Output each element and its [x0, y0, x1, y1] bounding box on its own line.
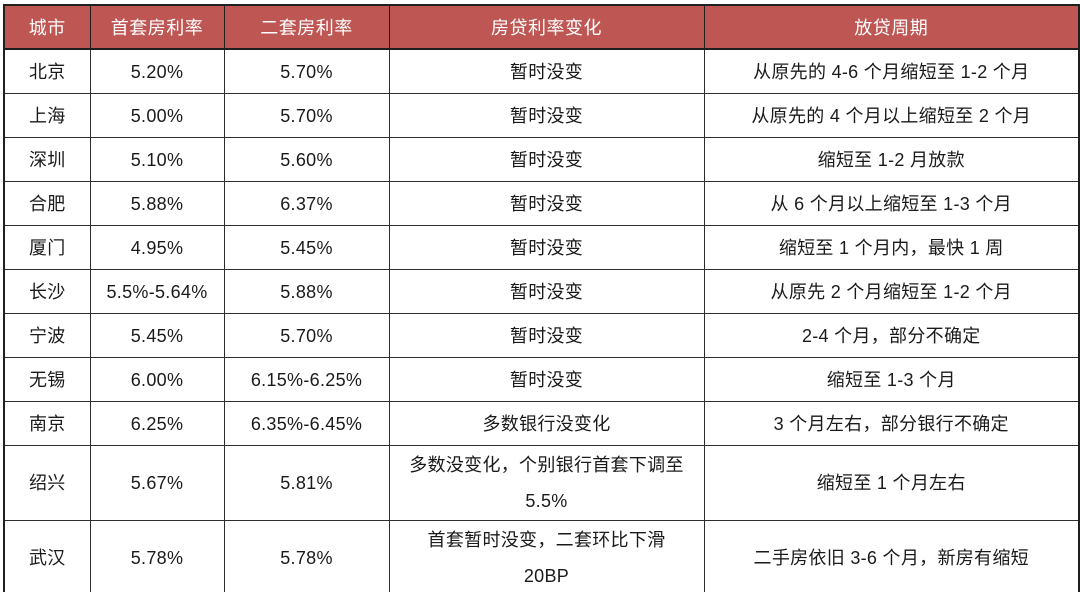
table-cell: 5.78%: [89, 520, 225, 592]
table-cell: 南京: [3, 401, 91, 446]
table-cell: 5.20%: [89, 48, 225, 94]
table-cell: 深圳: [3, 137, 91, 182]
table-cell: 长沙: [3, 269, 91, 314]
table-row: 宁波 5.45% 5.70% 暂时没变 2-4 个月，部分不确定: [3, 313, 1080, 358]
header-city: 城市: [3, 4, 91, 50]
table-header: 城市 首套房利率 二套房利率 房贷利率变化 放贷周期: [3, 4, 1080, 50]
table-cell: 5.70%: [223, 93, 390, 138]
table-row: 厦门 4.95% 5.45% 暂时没变 缩短至 1 个月内，最快 1 周: [3, 225, 1080, 270]
table-cell: 武汉: [3, 520, 91, 592]
table-row: 上海 5.00% 5.70% 暂时没变 从原先的 4 个月以上缩短至 2 个月: [3, 93, 1080, 138]
table-row: 北京 5.20% 5.70% 暂时没变 从原先的 4-6 个月缩短至 1-2 个月: [3, 48, 1080, 94]
header-first-home-rate: 首套房利率: [89, 4, 225, 50]
table-cell: 5.00%: [89, 93, 225, 138]
table-cell: 缩短至 1-2 月放款: [703, 137, 1080, 182]
table-row: 南京 6.25% 6.35%-6.45% 多数银行没变化 3 个月左右，部分银行不确定: [3, 401, 1080, 446]
table-cell: 首套暂时没变，二套环比下滑 20BP: [388, 520, 705, 592]
header-second-home-rate: 二套房利率: [223, 4, 390, 50]
table-cell: 暂时没变: [388, 357, 705, 402]
table-cell: 6.15%-6.25%: [223, 357, 390, 402]
table-cell: 二手房依旧 3-6 个月，新房有缩短: [703, 520, 1080, 592]
header-rate-change: 房贷利率变化: [388, 4, 705, 50]
table-cell: 5.67%: [89, 445, 225, 521]
table-row: 绍兴 5.67% 5.81% 多数没变化，个别银行首套下调至 5.5% 缩短至 1 个月…: [3, 445, 1080, 521]
header-lending-cycle: 放贷周期: [703, 4, 1080, 50]
table-cell: 缩短至 1-3 个月: [703, 357, 1080, 402]
mortgage-rate-table: 城市 首套房利率 二套房利率 房贷利率变化 放贷周期 北京 5.20% 5.70% 暂…: [3, 4, 1080, 592]
table-cell: 暂时没变: [388, 225, 705, 270]
table-cell: 暂时没变: [388, 181, 705, 226]
table-cell: 多数银行没变化: [388, 401, 705, 446]
table-cell: 4.95%: [89, 225, 225, 270]
table-cell: 暂时没变: [388, 269, 705, 314]
table-row: 长沙 5.5%-5.64% 5.88% 暂时没变 从原先 2 个月缩短至 1-2 个月: [3, 269, 1080, 314]
table-header-row: 城市 首套房利率 二套房利率 房贷利率变化 放贷周期: [3, 4, 1080, 50]
table-cell: 暂时没变: [388, 93, 705, 138]
table-cell: 5.88%: [223, 269, 390, 314]
table-cell: 从原先 2 个月缩短至 1-2 个月: [703, 269, 1080, 314]
table-cell: 宁波: [3, 313, 91, 358]
table-cell: 暂时没变: [388, 313, 705, 358]
table-cell: 暂时没变: [388, 137, 705, 182]
table-cell: 5.78%: [223, 520, 390, 592]
table-cell: 从原先的 4-6 个月缩短至 1-2 个月: [703, 48, 1080, 94]
table-cell: 缩短至 1 个月内，最快 1 周: [703, 225, 1080, 270]
table-cell: 多数没变化，个别银行首套下调至 5.5%: [388, 445, 705, 521]
table-cell: 5.10%: [89, 137, 225, 182]
table-cell: 3 个月左右，部分银行不确定: [703, 401, 1080, 446]
table-cell: 6.25%: [89, 401, 225, 446]
table-cell: 厦门: [3, 225, 91, 270]
table-cell: 合肥: [3, 181, 91, 226]
table-row: 合肥 5.88% 6.37% 暂时没变从 6 个月以上缩短至 1-3 个月: [3, 181, 1080, 226]
table-cell: 从 6 个月以上缩短至 1-3 个月: [703, 181, 1080, 226]
table-cell: 暂时没变: [388, 48, 705, 94]
table-cell: 从原先的 4 个月以上缩短至 2 个月: [703, 93, 1080, 138]
table-body: 北京 5.20% 5.70% 暂时没变 从原先的 4-6 个月缩短至 1-2 个月 上海 5…: [3, 48, 1080, 592]
table-cell: 5.81%: [223, 445, 390, 521]
table-cell: 上海: [3, 93, 91, 138]
table-cell: 缩短至 1 个月左右: [703, 445, 1080, 521]
table-cell: 5.60%: [223, 137, 390, 182]
table-cell: 5.88%: [89, 181, 225, 226]
table-cell: 北京: [3, 48, 91, 94]
table-cell: 2-4 个月，部分不确定: [703, 313, 1080, 358]
table-cell: 5.45%: [89, 313, 225, 358]
table-row: 武汉 5.78% 5.78% 首套暂时没变，二套环比下滑 20BP 二手房依旧 3-6 …: [3, 520, 1080, 592]
table-row: 无锡 6.00% 6.15%-6.25% 暂时没变 缩短至 1-3 个月: [3, 357, 1080, 402]
table-cell: 无锡: [3, 357, 91, 402]
table-cell: 6.35%-6.45%: [223, 401, 390, 446]
table-cell: 5.70%: [223, 313, 390, 358]
table-cell: 6.37%: [223, 181, 390, 226]
table-cell: 绍兴: [3, 445, 91, 521]
table-row: 深圳 5.10% 5.60% 暂时没变 缩短至 1-2 月放款: [3, 137, 1080, 182]
table-cell: 5.45%: [223, 225, 390, 270]
table-cell: 5.70%: [223, 48, 390, 94]
table-cell: 6.00%: [89, 357, 225, 402]
table-cell: 5.5%-5.64%: [89, 269, 225, 314]
